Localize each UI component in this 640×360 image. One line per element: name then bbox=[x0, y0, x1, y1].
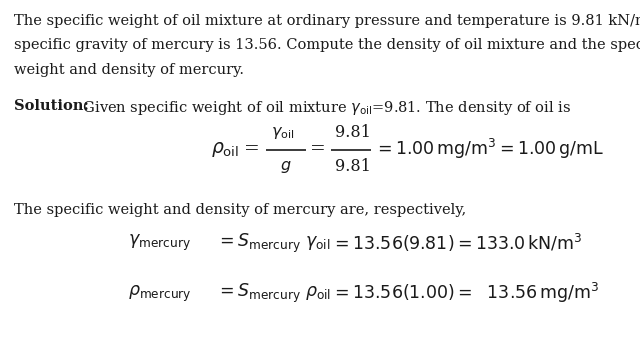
Text: $\rho_{\rm mercury}$: $\rho_{\rm mercury}$ bbox=[128, 283, 191, 303]
Text: The specific weight and density of mercury are, respectively,: The specific weight and density of mercu… bbox=[14, 203, 467, 217]
Text: $=1.00\,\mathrm{mg/m^3}=1.00\,\mathrm{g/mL}$: $=1.00\,\mathrm{mg/m^3}=1.00\,\mathrm{g/… bbox=[374, 138, 605, 161]
Text: The specific weight of oil mixture at ordinary pressure and temperature is 9.81 : The specific weight of oil mixture at or… bbox=[14, 13, 640, 28]
Text: 9.81: 9.81 bbox=[335, 158, 371, 175]
Text: $\gamma_{\rm oil}$: $\gamma_{\rm oil}$ bbox=[271, 123, 295, 141]
Text: $=S_{\rm mercury}$: $=S_{\rm mercury}$ bbox=[216, 282, 301, 305]
Text: =: = bbox=[310, 140, 326, 158]
Text: $\rho_{\rm oil}$: $\rho_{\rm oil}$ bbox=[305, 284, 332, 302]
Text: $g$: $g$ bbox=[280, 158, 292, 175]
Text: $=13.56(1.00)=\ \ 13.56\,\mathrm{mg/m^3}$: $=13.56(1.00)=\ \ 13.56\,\mathrm{mg/m^3}… bbox=[331, 282, 599, 305]
Text: $=S_{\rm mercury}$: $=S_{\rm mercury}$ bbox=[216, 231, 301, 255]
Text: =: = bbox=[244, 140, 260, 158]
Text: specific gravity of mercury is 13.56. Compute the density of oil mixture and the: specific gravity of mercury is 13.56. Co… bbox=[14, 38, 640, 52]
Text: Given specific weight of oil mixture $\gamma_{\rm oil}$=9.81. The density of oil: Given specific weight of oil mixture $\g… bbox=[78, 99, 572, 117]
Text: $\gamma_{\rm mercury}$: $\gamma_{\rm mercury}$ bbox=[128, 233, 191, 253]
Text: $\gamma_{\rm oil}$: $\gamma_{\rm oil}$ bbox=[305, 234, 331, 252]
Text: $\rho_{\rm oil}$: $\rho_{\rm oil}$ bbox=[211, 140, 239, 159]
Text: weight and density of mercury.: weight and density of mercury. bbox=[14, 63, 244, 77]
Text: Solution:: Solution: bbox=[14, 99, 89, 113]
Text: $=13.56(9.81)=133.0\,\mathrm{kN/m^3}$: $=13.56(9.81)=133.0\,\mathrm{kN/m^3}$ bbox=[331, 232, 582, 254]
Text: 9.81: 9.81 bbox=[335, 123, 371, 141]
